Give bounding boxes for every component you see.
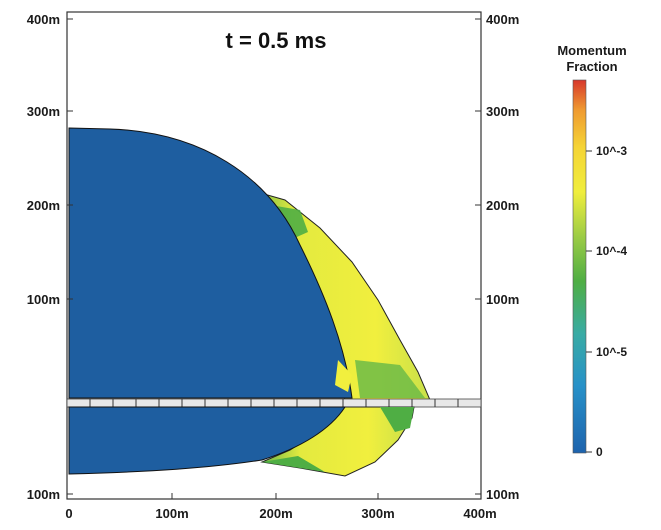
axis-band-ticks — [89, 399, 459, 407]
colorbar-ticks — [586, 150, 592, 453]
right-tick-label: 400m — [486, 12, 519, 27]
upper-core-region — [68, 127, 353, 399]
left-tick-label: 400m — [27, 12, 60, 27]
x-tick-label: 0 — [65, 506, 72, 521]
right-tick-label: 100m — [486, 292, 519, 307]
lower-shell-green-patch-2 — [380, 407, 414, 432]
frame-ticks — [67, 18, 481, 499]
colorbar-label: 10^-4 — [596, 244, 627, 258]
colorbar-title-line1: Momentum — [557, 43, 626, 58]
colorbar-title-line2: Fraction — [566, 59, 617, 74]
lower-shell-green-patch — [262, 456, 325, 472]
x-tick-label: 400m — [463, 506, 496, 521]
time-annotation: t = 0.5 ms — [226, 28, 327, 53]
colorbar-gradient — [572, 79, 587, 454]
upper-core-tip — [335, 360, 352, 392]
left-tick-label: 100m — [27, 292, 60, 307]
upper-shell-green-patch-2 — [355, 360, 425, 398]
colorbar-label: 10^-3 — [596, 144, 627, 158]
x-tick-label: 100m — [155, 506, 188, 521]
left-tick-label: 200m — [27, 198, 60, 213]
left-tick-label: 300m — [27, 104, 60, 119]
left-tick-label: 100m — [27, 487, 60, 502]
colorbar-label: 0 — [596, 445, 603, 459]
x-tick-label: 200m — [259, 506, 292, 521]
right-tick-label: 200m — [486, 198, 519, 213]
right-tick-label: 300m — [486, 104, 519, 119]
lower-core-region — [68, 406, 346, 475]
colorbar-label: 10^-5 — [596, 345, 627, 359]
right-tick-label: 100m — [486, 487, 519, 502]
x-tick-label: 300m — [361, 506, 394, 521]
